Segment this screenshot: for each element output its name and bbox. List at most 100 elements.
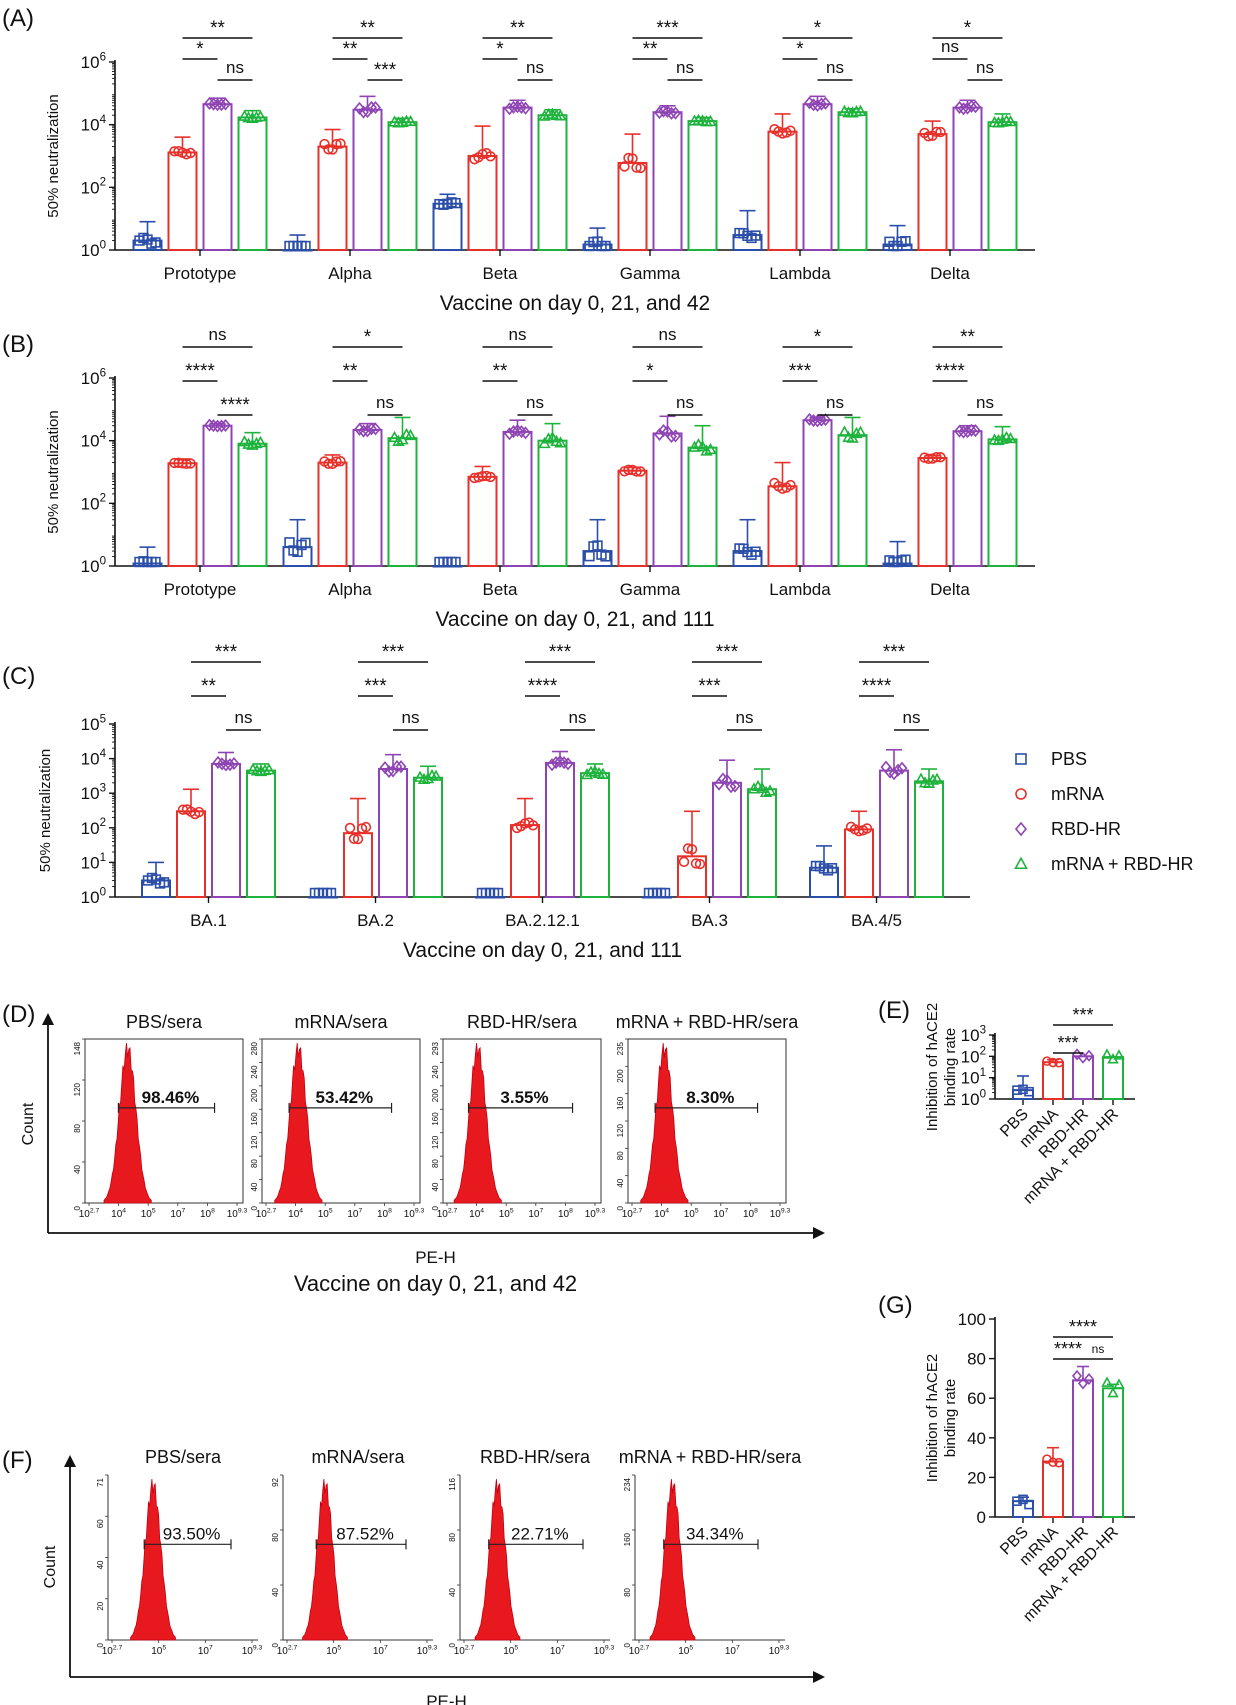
x-tick-label: Beta <box>483 580 519 599</box>
data-point <box>690 858 702 869</box>
histogram-y-tick-label: 160 <box>250 1112 259 1126</box>
bar <box>1042 1061 1064 1101</box>
histogram-curve <box>103 1042 152 1204</box>
significance-label: **** <box>220 395 250 416</box>
histogram-x-tick-label: 109.3 <box>770 1208 791 1221</box>
data-point <box>216 419 227 433</box>
bar <box>914 780 944 898</box>
x-tick-label: BA.4/5 <box>851 911 902 930</box>
histogram-y-tick-label: 40 <box>616 1178 625 1187</box>
histogram-x-tick-label: 107 <box>347 1208 362 1221</box>
y-axis-title: binding rate <box>942 1379 959 1457</box>
data-point <box>523 817 535 828</box>
legend-marker <box>1014 856 1028 870</box>
histogram-y-tick-label: 200 <box>616 1069 625 1083</box>
legend-label: mRNA <box>1051 784 1104 804</box>
data-point <box>370 100 381 115</box>
y-axis-title: Count <box>42 1545 59 1588</box>
x-axis-title: Vaccine on day 0, 21, and 111 <box>403 939 682 962</box>
significance-label: ns <box>903 708 921 727</box>
x-tick-label: Lambda <box>769 264 831 283</box>
x-tick-label: BA.3 <box>691 911 728 930</box>
histogram-x-tick-label: 109.3 <box>404 1208 425 1221</box>
significance-label: ns <box>976 393 994 412</box>
histogram-curve <box>302 1478 348 1641</box>
bar <box>352 108 383 251</box>
data-point <box>888 767 900 781</box>
histogram-y-tick-label: 80 <box>448 1532 457 1541</box>
y-tick-label: 100 <box>961 1088 986 1109</box>
histogram-x-tick-label: 105 <box>318 1208 333 1221</box>
bar <box>502 106 533 251</box>
y-tick-label: 80 <box>967 1350 986 1369</box>
histogram-curve <box>130 1478 176 1641</box>
data-point <box>970 424 981 438</box>
histogram-x-tick-label: 107 <box>170 1208 185 1221</box>
bar <box>317 145 348 252</box>
significance-label: ns <box>826 393 844 412</box>
significance-label: ns <box>676 58 694 77</box>
data-point <box>729 779 741 793</box>
y-tick-label: 102 <box>81 817 106 838</box>
histogram-y-tick-label: 160 <box>431 1112 440 1126</box>
bar <box>987 121 1018 251</box>
data-point <box>146 556 157 568</box>
data-point <box>747 782 761 794</box>
data-point <box>362 105 373 119</box>
significance-label: * <box>964 18 972 39</box>
data-point <box>931 126 942 138</box>
bar <box>467 475 498 568</box>
data-point <box>804 96 815 110</box>
histogram-curve <box>640 1042 689 1204</box>
histogram-x-tick-label: 105 <box>684 1208 699 1221</box>
panel-label: (F) <box>2 1447 33 1474</box>
data-point <box>391 760 403 774</box>
data-point <box>1018 1494 1028 1505</box>
data-point <box>755 781 769 793</box>
histogram-frame <box>442 1038 602 1204</box>
histogram-x-tick-label: 109.3 <box>417 1645 438 1658</box>
data-point <box>370 422 381 436</box>
y-tick-label: 105 <box>81 713 106 734</box>
y-tick-label: 100 <box>81 886 106 907</box>
bar <box>176 810 206 899</box>
bar <box>237 442 268 568</box>
bar <box>352 428 383 567</box>
histogram-y-tick-label: 0 <box>250 1205 259 1210</box>
y-tick-label: 100 <box>81 239 106 260</box>
panel-label: (D) <box>2 1001 35 1028</box>
y-tick-label: 104 <box>81 748 107 769</box>
data-point <box>546 758 558 772</box>
data-point <box>1101 1376 1113 1387</box>
bar <box>687 446 718 567</box>
bar <box>1042 1460 1064 1519</box>
significance-label: * <box>364 327 372 348</box>
data-point <box>992 433 1005 446</box>
x-tick-label: Alpha <box>328 580 372 599</box>
data-point <box>508 100 519 114</box>
y-tick-label: 0 <box>977 1508 986 1527</box>
data-point <box>542 107 555 120</box>
significance-label: ns <box>736 708 754 727</box>
data-point <box>250 110 263 122</box>
significance-label: ns <box>826 58 844 77</box>
histogram-y-tick-label: 20 <box>96 1601 105 1610</box>
data-point <box>966 99 977 113</box>
histogram-y-tick-label: 0 <box>616 1205 625 1210</box>
histogram-y-tick-label: 116 <box>448 1477 457 1490</box>
legend-marker <box>1015 788 1027 800</box>
data-point <box>520 101 531 115</box>
data-point <box>204 418 215 432</box>
data-point <box>392 434 405 446</box>
histogram-x-tick-label: 102.7 <box>454 1645 475 1658</box>
panel-label: (E) <box>878 997 910 1024</box>
data-point <box>146 238 157 249</box>
data-point <box>1054 1057 1064 1068</box>
histogram-caption: Vaccine on day 0, 21, and 42 <box>294 1271 577 1296</box>
data-point <box>588 541 599 552</box>
significance-label: *** <box>716 642 739 663</box>
panel-label: (B) <box>2 331 34 358</box>
significance-label: **** <box>1069 1317 1097 1337</box>
histogram-title: mRNA/sera <box>311 1447 405 1467</box>
